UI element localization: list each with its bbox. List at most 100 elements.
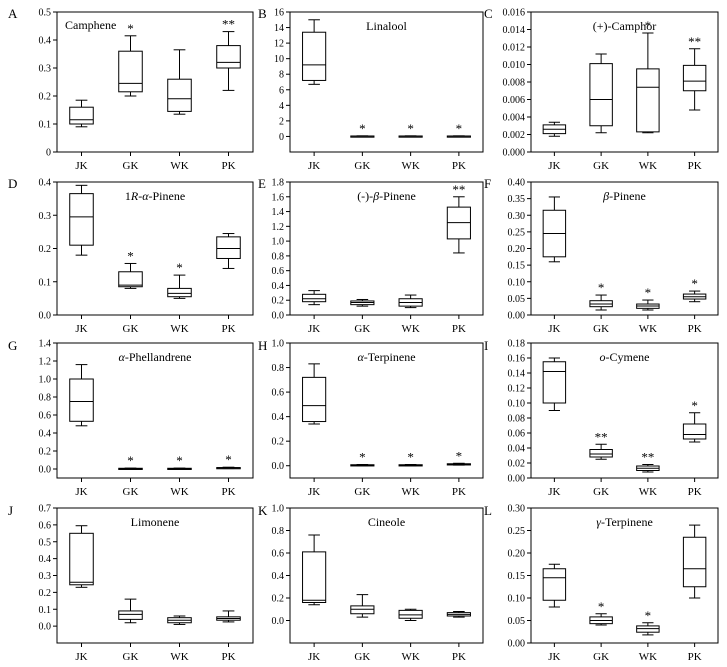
panel-i-box-gk <box>589 443 613 460</box>
panel-h-significance-wk: * <box>407 450 414 465</box>
panel-f-significance-pk: * <box>691 276 698 291</box>
panel-g-significance-wk: * <box>176 453 183 468</box>
panel-i-ytick-label: 0.18 <box>508 339 526 350</box>
panel-e-ytick-label: 0.0 <box>272 311 285 322</box>
panel-a-box-gk <box>118 35 143 97</box>
panel-h-significance-gk: * <box>359 450 366 465</box>
panel-e-frame <box>289 181 484 316</box>
panel-d-ytick-label: 0.1 <box>39 277 52 288</box>
panel-g-ytick-label: 1.0 <box>39 375 52 386</box>
panel-g-xtick-label-wk: WK <box>170 486 188 498</box>
panel-k-ytick-label: 0.2 <box>272 594 285 605</box>
panel-j-box-pk <box>216 610 241 623</box>
panel-g-box-gk <box>118 467 143 470</box>
panel-i-ytick-label: 0.10 <box>508 399 526 410</box>
panel-i-ytick-label: 0.00 <box>508 474 526 485</box>
panel-b-box-wk <box>398 135 423 138</box>
panel-j-ytick-label: 0.6 <box>39 520 52 531</box>
panel-c-ytick-label: 0.004 <box>503 113 526 124</box>
panel-b-frame <box>289 11 484 153</box>
panel-f-box-pk <box>682 290 707 303</box>
panel-i-ytick-label: 0.12 <box>508 384 526 395</box>
panel-h: Hα-Terpinene 0.0 0.2 0.4 0.6 0.8 1.0 JK GK * WK * PK… <box>258 338 484 498</box>
panel-c-ytick-label: 0.012 <box>503 43 526 54</box>
panel-b-significance-gk: * <box>359 121 366 136</box>
panel-k-xtick-label-pk: PK <box>452 651 466 663</box>
panel-h-significance-pk: * <box>456 448 463 463</box>
panel-b-ytick-label: 14 <box>274 23 284 34</box>
panel-g-ytick-label: 0.0 <box>39 465 52 476</box>
box-iqr <box>302 376 327 423</box>
panel-c-ytick-label: 0.014 <box>503 25 526 36</box>
panel-g-box-pk <box>216 466 241 470</box>
panel-e-ytick-label: 0.8 <box>272 251 285 262</box>
panel-k-ytick-label: 1.0 <box>272 504 285 515</box>
panel-f-xtick-label-wk: WK <box>639 323 657 335</box>
panel-a-ytick-label: 0.2 <box>39 92 52 103</box>
box-iqr <box>118 271 143 288</box>
panel-k-title: Cineole <box>368 515 405 529</box>
panel-i-ytick-label: 0.06 <box>508 429 526 440</box>
panel-i-xtick-label-gk: GK <box>593 486 609 498</box>
box-iqr <box>69 378 94 422</box>
panel-h-box-wk <box>398 464 423 467</box>
panel-g-xtick-label-gk: GK <box>123 486 139 498</box>
panel-f-letter: F <box>484 176 491 191</box>
panel-i-box-wk <box>636 464 660 473</box>
panel-e-ytick-label: 1.6 <box>272 192 285 203</box>
panel-d-xtick-label-gk: GK <box>123 323 139 335</box>
panel-e-ytick-label: 1.2 <box>272 222 285 233</box>
panel-a-frame <box>56 11 254 153</box>
panel-a-xtick-label-pk: PK <box>221 160 235 172</box>
panel-c-ytick-label: 0.006 <box>503 95 526 106</box>
panel-g-box-jk <box>69 364 94 427</box>
panel-j-ytick-label: 0.2 <box>39 588 52 599</box>
panel-c-box-pk <box>682 48 707 111</box>
panel-b-xtick-label-jk: JK <box>308 160 320 172</box>
panel-h-ytick-label: 0.6 <box>272 388 285 399</box>
panel-l-box-pk <box>682 524 707 599</box>
panel-b-box-gk <box>350 135 375 138</box>
panel-b-ytick-label: 6 <box>279 85 284 96</box>
panel-b-box-jk <box>302 19 327 85</box>
box-iqr <box>350 605 375 615</box>
panel-d: D 1R-α-Pinene 0.0 0.1 0.2 0.3 0.4 JK GK * WK * PK <box>8 176 254 335</box>
panel-h-xtick-label-pk: PK <box>452 486 466 498</box>
panel-b-letter: B <box>258 6 267 21</box>
panel-j: J Limonene 0.0 0.1 0.2 0.3 0.4 0.5 0.6 0.7 JK GK WK P… <box>8 503 254 663</box>
panel-j-ytick-label: 0.5 <box>39 537 52 548</box>
panel-g-xtick-label-pk: PK <box>221 486 235 498</box>
panel-c-xtick-label-jk: JK <box>548 160 560 172</box>
box-iqr <box>69 106 94 125</box>
panel-e-ytick-label: 1.8 <box>272 178 285 189</box>
panel-j-ytick-label: 0.4 <box>39 554 52 565</box>
panel-b-ytick-label: 16 <box>274 8 284 19</box>
panel-e-xtick-label-pk: PK <box>452 323 466 335</box>
panel-l-title: γ-Terpinene <box>596 515 653 529</box>
panel-f-ytick-label: 0.25 <box>508 227 526 238</box>
panel-j-ytick-label: 0.1 <box>39 605 52 616</box>
panel-g: Gα-Phellandrene 0.0 0.2 0.4 0.6 0.8 1.0 1.2 1.4 J… <box>8 338 254 498</box>
panel-a-ytick-label: 0 <box>46 148 51 159</box>
panel-d-letter: D <box>8 176 17 191</box>
panel-f-significance-wk: * <box>645 285 652 300</box>
panel-f-xtick-label-jk: JK <box>548 323 560 335</box>
panel-j-xtick-label-gk: GK <box>123 651 139 663</box>
panel-k-box-gk <box>350 594 375 618</box>
panel-k-xtick-label-gk: GK <box>354 651 370 663</box>
panel-d-box-pk <box>216 233 241 269</box>
panel-a-letter: A <box>8 6 18 21</box>
box-iqr <box>589 63 613 127</box>
panel-b: B Linalool 0 2 4 6 8 10 12 14 16 JK GK * WK * PK * <box>258 6 484 172</box>
panel-g-letter: G <box>8 338 17 353</box>
box-iqr <box>682 64 707 92</box>
box-iqr <box>302 551 327 603</box>
panel-h-xtick-label-jk: JK <box>308 486 320 498</box>
panel-c-box-jk <box>542 121 567 137</box>
panel-g-significance-pk: * <box>225 452 232 467</box>
panel-h-ytick-label: 0.8 <box>272 363 285 374</box>
panel-e-ytick-label: 0.6 <box>272 266 285 277</box>
panel-g-significance-gk: * <box>127 453 134 468</box>
panel-f-title: β-Pinene <box>602 189 646 203</box>
